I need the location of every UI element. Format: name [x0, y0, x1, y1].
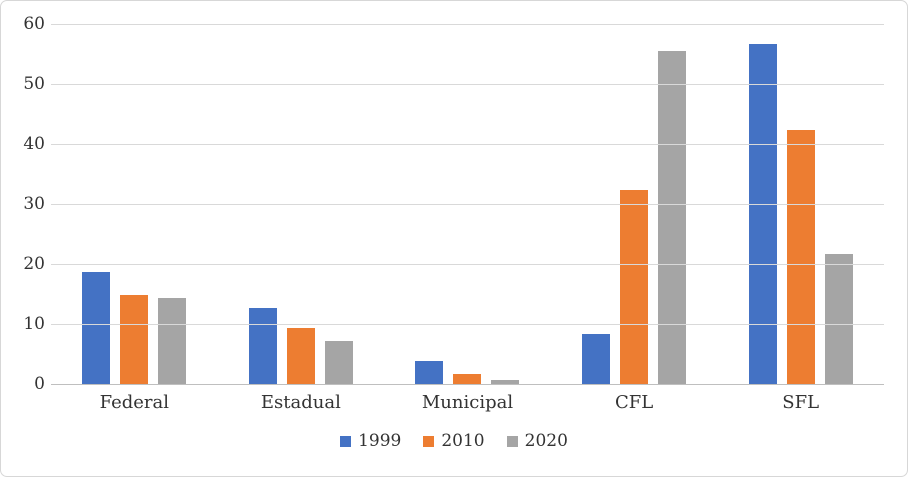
x-axis-category-label-cfl: CFL: [614, 392, 654, 413]
bar-group-municipal: [384, 24, 551, 384]
bar-2010-cfl: [620, 189, 649, 384]
legend-label-2010: 2010: [441, 431, 485, 451]
bar-2010-federal: [120, 295, 149, 384]
x-axis-labels: Federal Estadual Municipal CFL SFL: [51, 392, 884, 413]
bar-1999-municipal: [415, 360, 444, 384]
bar-1999-sfl: [748, 44, 777, 384]
bar-2020-federal: [158, 297, 187, 384]
gridline-20: [51, 263, 884, 265]
gridline-10: [51, 323, 884, 325]
legend-item-2020: 2020: [506, 431, 568, 451]
gridline-50: [51, 83, 884, 85]
bar-1999-estadual: [248, 307, 277, 384]
bar-1999-federal: [82, 271, 111, 384]
x-axis-category-label-sfl: SFL: [782, 392, 820, 413]
y-axis-tick-label-60: 60: [23, 14, 45, 34]
y-axis-tick-label-30: 30: [23, 194, 45, 214]
legend-swatch-2010: [423, 435, 435, 447]
bar-group-federal: [51, 24, 218, 384]
bar-2020-estadual: [324, 341, 353, 384]
y-axis-tick-label-20: 20: [23, 254, 45, 274]
legend-label-2020: 2020: [524, 431, 568, 451]
legend-item-2010: 2010: [423, 431, 485, 451]
gridline-30: [51, 203, 884, 205]
bar-1999-cfl: [582, 333, 611, 384]
x-axis-category-label-federal: Federal: [99, 392, 170, 413]
bar-2020-sfl: [824, 253, 853, 384]
legend-item-1999: 1999: [340, 431, 401, 451]
bar-group-estadual: [218, 24, 385, 384]
y-axis-tick-label-10: 10: [23, 314, 45, 334]
x-axis-line: [51, 384, 884, 385]
y-axis-tick-label-50: 50: [23, 74, 45, 94]
y-axis-tick-label-40: 40: [23, 134, 45, 154]
bar-2020-municipal: [491, 380, 520, 384]
bar-group-cfl: [551, 24, 718, 384]
x-axis-category-label-estadual: Estadual: [260, 392, 341, 413]
bar-groups: [51, 24, 884, 384]
plot-area: [51, 23, 884, 385]
legend-swatch-1999: [340, 435, 352, 447]
bar-group-sfl: [717, 24, 884, 384]
gridline-60: [51, 23, 884, 25]
bar-2010-sfl: [786, 130, 815, 384]
legend: 1999 2010 2020: [1, 431, 907, 451]
legend-label-1999: 1999: [358, 431, 402, 451]
legend-swatch-2020: [506, 435, 518, 447]
bar-2010-municipal: [453, 373, 482, 384]
gridline-40: [51, 143, 884, 145]
x-axis-category-label-municipal: Municipal: [421, 392, 514, 413]
bar-2020-cfl: [658, 51, 687, 384]
y-axis-tick-label-0: 0: [34, 374, 45, 394]
bar-2010-estadual: [286, 327, 315, 384]
